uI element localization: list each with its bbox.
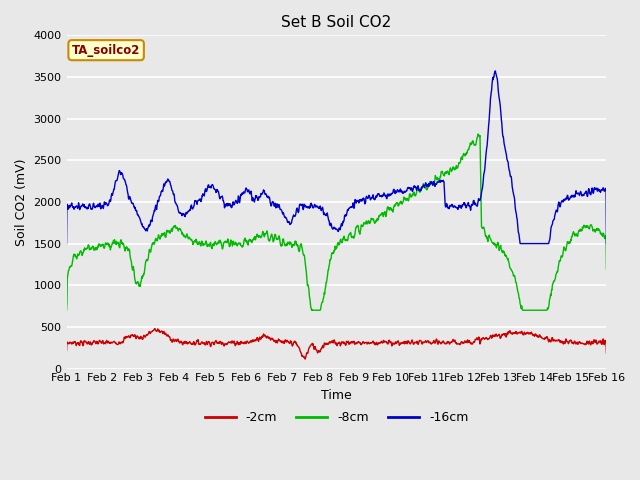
Legend: -2cm, -8cm, -16cm: -2cm, -8cm, -16cm [200,406,474,429]
X-axis label: Time: Time [321,389,352,402]
Text: TA_soilco2: TA_soilco2 [72,44,140,57]
Title: Set B Soil CO2: Set B Soil CO2 [282,15,392,30]
Y-axis label: Soil CO2 (mV): Soil CO2 (mV) [15,158,28,246]
